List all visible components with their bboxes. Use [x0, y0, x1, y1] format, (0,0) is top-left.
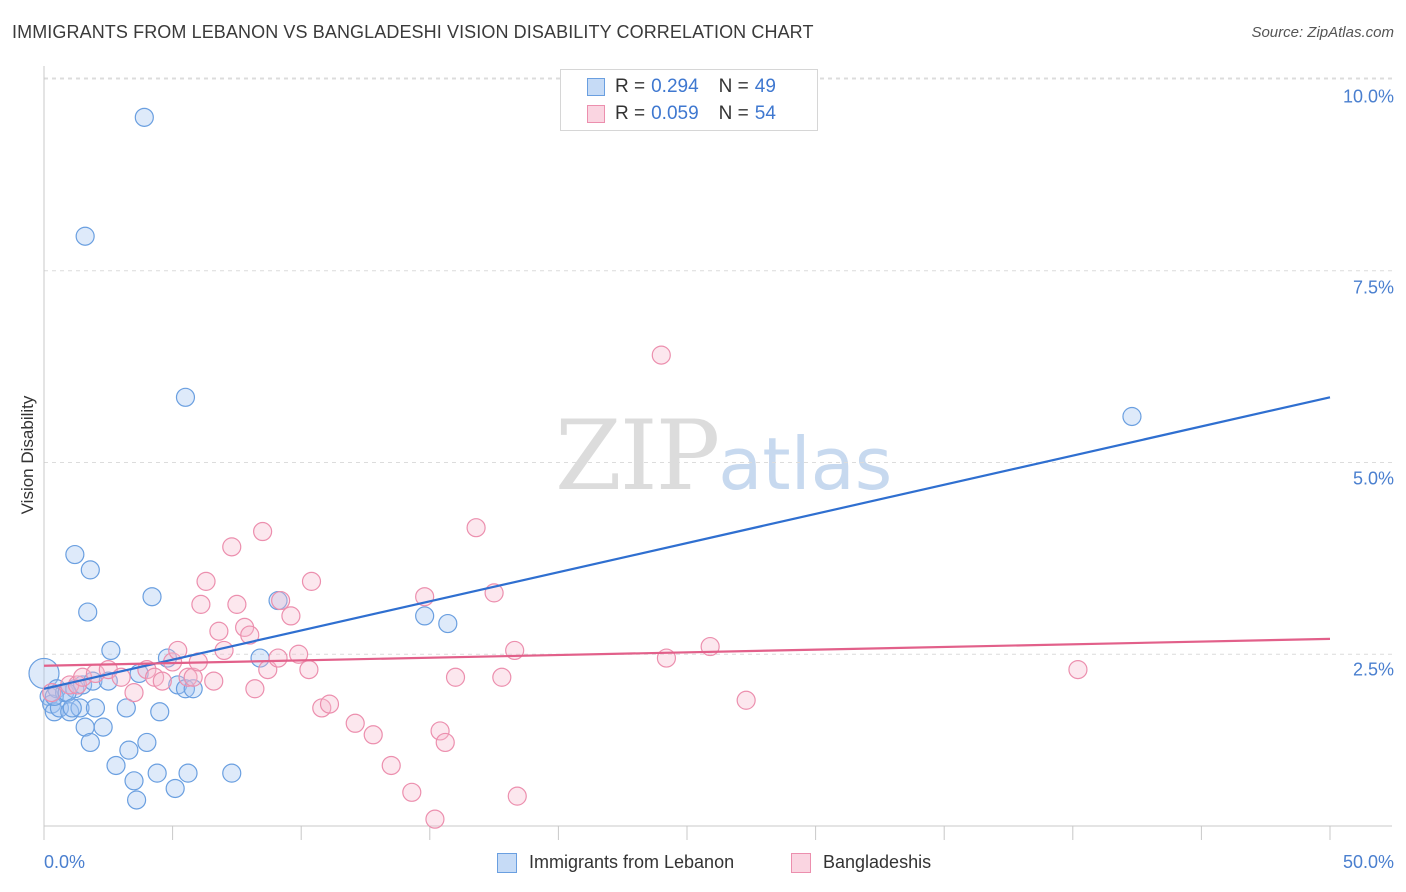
legend-row-bangladeshi: R = 0.059 N = 54	[587, 103, 776, 125]
lebanon-point	[70, 698, 90, 718]
bangladeshi-point	[227, 594, 247, 614]
legend-swatch-bangladeshi	[587, 105, 605, 123]
bangladeshi-point	[651, 345, 671, 365]
legend-r-value: 0.294	[651, 76, 699, 97]
bangladeshi-point	[268, 648, 288, 668]
lebanon-point	[44, 702, 64, 722]
y-tick-label-5-0: 5.0%	[1352, 468, 1394, 489]
lebanon-point	[116, 698, 136, 718]
bangladeshi-point	[299, 659, 319, 680]
bangladeshi-point	[281, 606, 301, 626]
bangladeshi-point	[183, 667, 203, 687]
bangladeshi-point	[345, 713, 365, 733]
bottom-legend-swatch-lebanon	[497, 852, 517, 873]
lebanon-point	[222, 763, 242, 783]
lebanon-point	[134, 107, 154, 127]
bottom-legend-lebanon: Immigrants from Lebanon	[497, 852, 734, 873]
legend-r-label: R =	[615, 103, 646, 124]
bangladeshi-point	[445, 667, 466, 687]
lebanon-point	[137, 732, 157, 753]
lebanon-point	[175, 387, 196, 407]
bottom-legend-bangladeshi: Bangladeshis	[791, 852, 931, 873]
bangladeshi-point	[1068, 659, 1088, 680]
lebanon-point	[165, 778, 185, 799]
watermark: ZIPatlas	[555, 400, 892, 512]
trend-line-bangladeshi	[43, 637, 1331, 667]
source-label: Source: ZipAtlas.com	[1251, 24, 1394, 41]
bangladeshi-point	[253, 521, 273, 542]
legend-row-lebanon: R = 0.294 N = 49	[587, 76, 776, 98]
y-tick-label-10-0: 10.0%	[1342, 86, 1394, 107]
bottom-legend-label-bangladeshi: Bangladeshis	[823, 852, 932, 872]
chart-title: IMMIGRANTS FROM LEBANON VS BANGLADESHI V…	[12, 22, 814, 42]
legend-n-label: N =	[718, 76, 749, 97]
bangladeshi-point	[222, 537, 242, 557]
bangladeshi-point	[466, 518, 486, 538]
trend-line-lebanon	[43, 396, 1331, 690]
lebanon-point	[62, 698, 82, 718]
lebanon-point	[80, 560, 100, 580]
watermark-zip: ZIP	[555, 400, 720, 512]
y-tick-label-7-5: 7.5%	[1352, 277, 1394, 298]
bangladeshi-point	[363, 725, 383, 745]
bangladeshi-point	[736, 690, 756, 710]
lebanon-point	[124, 771, 144, 791]
lebanon-point	[1122, 406, 1142, 427]
bangladeshi-point	[319, 694, 340, 714]
bangladeshi-point	[435, 732, 455, 753]
legend-n-value: 49	[754, 76, 776, 97]
bangladeshi-point	[507, 786, 527, 806]
bangladeshi-point	[381, 755, 401, 776]
bangladeshi-point	[152, 671, 172, 691]
lebanon-point	[415, 606, 435, 626]
bangladeshi-point	[492, 667, 512, 687]
lebanon-point	[175, 679, 196, 699]
x-tick-label-max: 50.0%	[1342, 852, 1394, 872]
lebanon-point	[93, 717, 113, 737]
bangladeshi-point	[430, 721, 450, 741]
lebanon-point	[142, 587, 162, 607]
bangladeshi-point	[124, 682, 144, 703]
lebanon-point	[438, 613, 458, 634]
bottom-legend-label-lebanon: Immigrants from Lebanon	[529, 852, 735, 872]
bangladeshi-point	[196, 571, 216, 591]
legend-swatch-lebanon	[587, 78, 605, 96]
legend-n-value: 54	[754, 103, 776, 124]
lebanon-point	[150, 702, 170, 722]
bangladeshi-point	[191, 594, 211, 614]
legend-r-label: R =	[615, 76, 646, 97]
bangladeshi-point	[402, 782, 422, 802]
lebanon-point	[75, 226, 95, 246]
legend-n-label: N =	[718, 103, 749, 124]
lebanon-point	[126, 790, 147, 810]
bangladeshi-point	[204, 671, 224, 691]
lebanon-point	[119, 740, 139, 760]
lebanon-point	[101, 640, 121, 661]
bangladeshi-point	[271, 590, 291, 611]
correlation-legend: R = 0.294 N = 49 R = 0.059 N = 54	[560, 69, 818, 131]
bangladeshi-point	[240, 625, 260, 645]
x-tick-label-min: 0.0%	[44, 852, 86, 872]
legend-r-value: 0.059	[651, 103, 699, 124]
bangladeshi-point	[425, 809, 445, 829]
lebanon-point	[78, 602, 98, 622]
bottom-legend-swatch-bangladeshi	[791, 852, 811, 873]
bangladeshi-point	[178, 667, 198, 687]
bangladeshi-point	[289, 644, 309, 664]
lebanon-point	[106, 755, 126, 776]
lebanon-point	[80, 732, 100, 753]
bangladeshi-point	[301, 571, 322, 591]
lebanon-point	[85, 698, 106, 718]
bangladeshi-point	[209, 621, 229, 641]
lebanon-point	[178, 763, 198, 783]
y-axis-label: Vision Disability	[18, 395, 37, 515]
watermark-atlas: atlas	[718, 422, 893, 506]
bangladeshi-point	[245, 679, 265, 699]
lebanon-point	[65, 544, 85, 565]
lebanon-point	[183, 679, 203, 699]
lebanon-point	[147, 763, 167, 783]
y-tick-label-2-5: 2.5%	[1352, 659, 1394, 680]
